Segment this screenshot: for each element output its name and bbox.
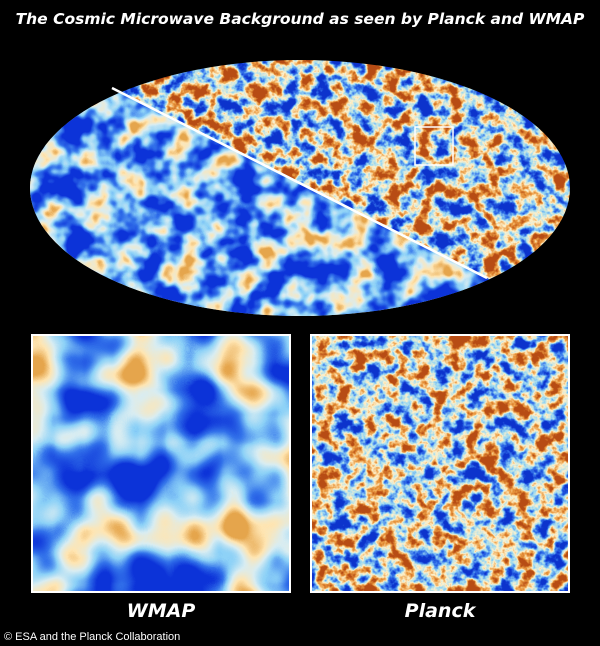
planck-panel bbox=[311, 335, 569, 592]
zoom-box bbox=[414, 126, 454, 166]
wmap-panel bbox=[32, 335, 290, 592]
panel-label: WMAP bbox=[127, 600, 196, 622]
credit: © ESA and the Planck Collaboration bbox=[4, 631, 180, 643]
panel-frame bbox=[310, 334, 570, 593]
wmap-image bbox=[32, 335, 290, 592]
planck-image bbox=[311, 335, 569, 592]
panel-frame bbox=[31, 334, 291, 593]
title: The Cosmic Microwave Background as seen … bbox=[16, 10, 585, 28]
divider bbox=[111, 86, 488, 280]
panel-label: Planck bbox=[405, 600, 477, 622]
sky-map bbox=[30, 60, 570, 316]
